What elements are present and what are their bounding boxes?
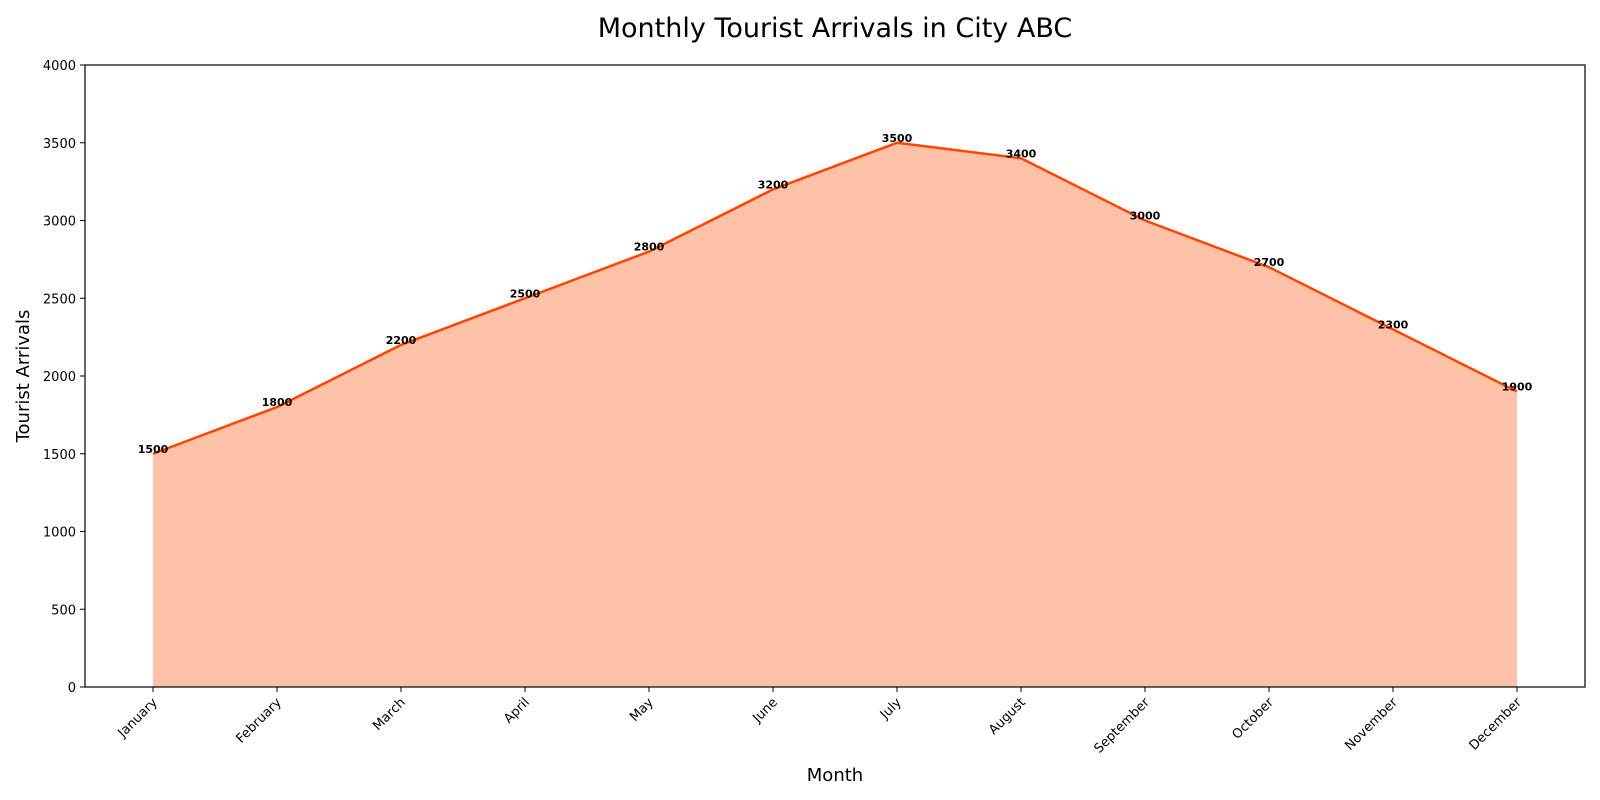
y-tick-label: 0 xyxy=(68,681,76,696)
x-tick-label: February xyxy=(233,695,285,747)
y-tick-label: 3500 xyxy=(43,137,76,152)
x-tick-label: December xyxy=(1467,695,1526,754)
area-fill xyxy=(153,142,1517,687)
series-line xyxy=(152,141,1518,455)
data-label: 3400 xyxy=(1006,147,1037,160)
plot-area xyxy=(84,64,1586,688)
x-tick-label: July xyxy=(877,695,905,723)
x-tick-label: May xyxy=(627,695,657,725)
y-axis: 0 500 1000 1500 2000 2500 3000 3500 4000 xyxy=(43,59,85,696)
data-label: 1900 xyxy=(1502,381,1533,394)
y-tick-label: 1500 xyxy=(43,448,76,463)
data-labels: 1500 1800 2200 2500 2800 3200 3500 3400 3000 2700… xyxy=(138,132,1533,456)
x-tick-label: November xyxy=(1342,695,1401,754)
y-tick-label: 2000 xyxy=(43,370,76,385)
y-tick-label: 3000 xyxy=(43,215,76,230)
x-tick-label: August xyxy=(986,695,1029,738)
chart-title: Monthly Tourist Arrivals in City ABC xyxy=(598,13,1073,44)
x-tick-label: June xyxy=(749,695,780,726)
data-label: 2700 xyxy=(1254,256,1285,269)
y-tick-label: 2500 xyxy=(43,292,76,307)
x-tick-label: March xyxy=(370,695,409,734)
data-label: 1500 xyxy=(138,443,169,456)
x-tick-label: April xyxy=(501,695,533,727)
y-tick-label: 4000 xyxy=(43,59,76,74)
x-tick-label: September xyxy=(1091,695,1153,757)
data-label: 2800 xyxy=(634,241,665,254)
x-axis-title: Month xyxy=(807,765,863,786)
y-tick-label: 500 xyxy=(51,603,76,618)
x-tick-label: January xyxy=(115,695,161,741)
data-label: 2500 xyxy=(510,287,541,300)
data-label: 3500 xyxy=(882,132,913,145)
data-label: 3000 xyxy=(1130,210,1161,223)
data-label: 1800 xyxy=(262,396,293,409)
y-axis-title: Tourist Arrivals xyxy=(13,310,34,444)
x-axis: January February March April May June July Augu… xyxy=(115,687,1526,757)
x-tick-label: October xyxy=(1229,695,1277,743)
y-tick-label: 1000 xyxy=(43,526,76,541)
data-label: 2300 xyxy=(1378,318,1409,331)
data-label: 3200 xyxy=(758,178,789,191)
data-label: 2200 xyxy=(386,334,417,347)
